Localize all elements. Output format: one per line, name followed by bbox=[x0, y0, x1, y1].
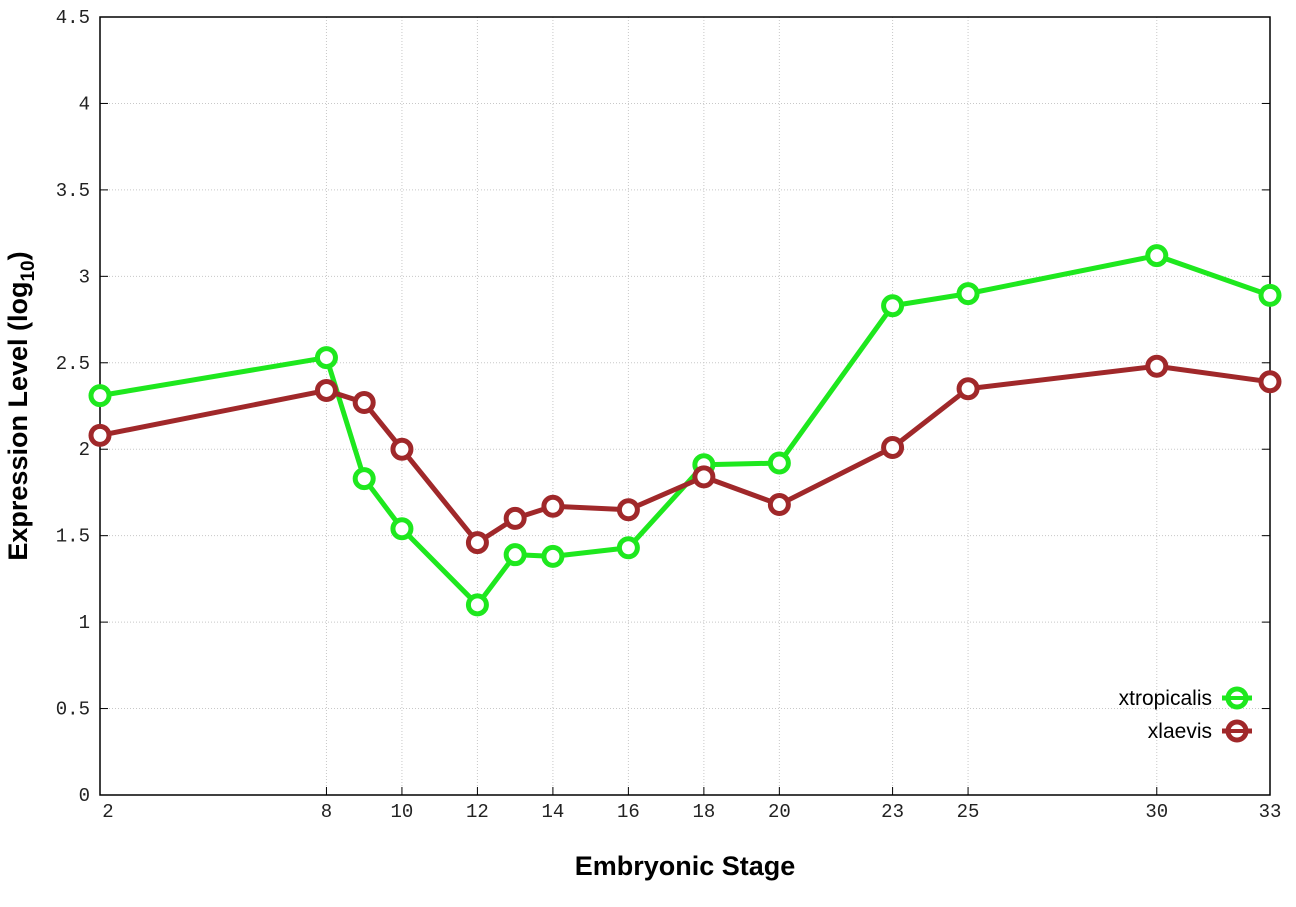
y-tick-label: 1 bbox=[79, 612, 90, 634]
legend-label-xlaevis: xlaevis bbox=[1148, 720, 1212, 743]
data-point-xtropicalis bbox=[390, 517, 414, 541]
x-tick-label: 33 bbox=[1259, 801, 1282, 823]
legend-label-xtropicalis: xtropicalis bbox=[1119, 687, 1212, 710]
data-point-xlaevis bbox=[692, 465, 716, 489]
data-point-xlaevis bbox=[956, 377, 980, 401]
x-axis-label: Embryonic Stage bbox=[575, 851, 796, 881]
data-point-xlaevis bbox=[88, 423, 112, 447]
data-point-xlaevis bbox=[1258, 370, 1282, 394]
x-tick-label: 18 bbox=[692, 801, 715, 823]
data-point-xtropicalis bbox=[1145, 244, 1169, 268]
x-tick-label: 30 bbox=[1145, 801, 1168, 823]
data-point-xtropicalis bbox=[956, 282, 980, 306]
data-point-xtropicalis bbox=[314, 346, 338, 370]
data-point-xlaevis bbox=[314, 378, 338, 402]
grid bbox=[99, 16, 1271, 796]
y-axis-label: Expression Level (log10) bbox=[3, 251, 39, 560]
x-tick-label: 16 bbox=[617, 801, 640, 823]
data-point-xtropicalis bbox=[616, 536, 640, 560]
data-point-xtropicalis bbox=[541, 544, 565, 568]
x-tick-label: 25 bbox=[957, 801, 980, 823]
ticks: 0 0.5 1 1.5 2 2.5 3 3.5 4 4.5 2 8 10 12 14 16 18 20 23 25 30… bbox=[56, 7, 1282, 823]
data-point-xlaevis bbox=[352, 391, 376, 415]
data-point-xtropicalis bbox=[767, 451, 791, 475]
x-tick-label: 20 bbox=[768, 801, 791, 823]
data-point-xlaevis bbox=[616, 498, 640, 522]
y-tick-label: 2.5 bbox=[56, 353, 90, 375]
data-point-xtropicalis bbox=[1258, 283, 1282, 307]
y-tick-label: 0 bbox=[79, 785, 90, 807]
series-line-xlaevis bbox=[99, 363, 1271, 546]
data-point-xlaevis bbox=[767, 493, 791, 517]
data-point-xtropicalis bbox=[88, 384, 112, 408]
y-tick-label: 4 bbox=[79, 93, 90, 115]
x-tick-label: 10 bbox=[391, 801, 414, 823]
data-point-xtropicalis bbox=[352, 467, 376, 491]
data-point-xlaevis bbox=[881, 435, 905, 459]
series bbox=[88, 244, 1282, 617]
data-point-xlaevis bbox=[465, 531, 489, 555]
y-tick-label: 3.5 bbox=[56, 180, 90, 202]
x-tick-label: 12 bbox=[466, 801, 489, 823]
x-tick-label: 2 bbox=[102, 801, 113, 823]
data-point-xlaevis bbox=[390, 437, 414, 461]
x-tick-label: 23 bbox=[881, 801, 904, 823]
data-point-xtropicalis bbox=[503, 543, 527, 567]
plot-frame bbox=[99, 16, 1271, 796]
y-tick-label: 0.5 bbox=[56, 699, 90, 721]
data-point-xlaevis bbox=[503, 506, 527, 530]
x-tick-label: 14 bbox=[541, 801, 564, 823]
data-point-xlaevis bbox=[541, 494, 565, 518]
data-point-xlaevis bbox=[1145, 354, 1169, 378]
y-tick-label: 2 bbox=[79, 439, 90, 461]
y-tick-label: 4.5 bbox=[56, 7, 90, 29]
series-line-xtropicalis bbox=[99, 253, 1271, 608]
legend: xtropicalis xlaevis bbox=[1119, 686, 1252, 743]
y-tick-label: 3 bbox=[79, 266, 90, 288]
x-tick-label: 8 bbox=[321, 801, 332, 823]
data-point-xtropicalis bbox=[465, 593, 489, 617]
y-tick-label: 1.5 bbox=[56, 526, 90, 548]
data-point-xtropicalis bbox=[881, 294, 905, 318]
